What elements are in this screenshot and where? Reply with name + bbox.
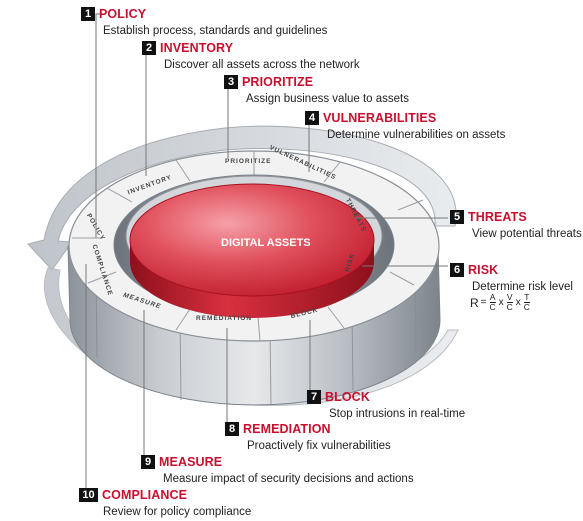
formula-times: x [498, 297, 504, 308]
step-description: Discover all assets across the network [164, 59, 360, 71]
step-number-badge: 6 [450, 262, 464, 277]
formula-times: x [515, 297, 521, 308]
step-risk: 6 RISK Determine risk level [450, 261, 573, 293]
step-description: View potential threats [472, 228, 582, 240]
step-description: Measure impact of security decisions and… [163, 473, 414, 485]
step-title: BLOCK [325, 389, 370, 404]
cycle-arrow-icon [27, 125, 457, 271]
step-title: VULNERABILITIES [323, 110, 437, 125]
step-compliance: 10 COMPLIANCE Review for policy complianc… [79, 486, 251, 518]
digital-assets-cylinder-top [129, 183, 375, 297]
step-threats: 5 THREATS View potential threats [450, 208, 582, 240]
formula-numerator: T [524, 292, 530, 302]
step-title: INVENTORY [160, 40, 234, 55]
step-title: THREATS [468, 209, 527, 224]
step-number-badge: 1 [81, 6, 95, 21]
step-vulnerabilities: 4 VULNERABILITIES Determine vulnerabiliti… [305, 109, 505, 141]
step-number-badge: 7 [307, 389, 321, 404]
formula-denominator: C [489, 302, 496, 312]
step-title: PRIORITIZE [242, 74, 314, 89]
center-label: DIGITAL ASSETS [221, 237, 311, 249]
step-description: Review for policy compliance [103, 506, 252, 518]
step-prioritize: 3 PRIORITIZE Assign business value to ass… [224, 73, 409, 105]
ring-label-remediation: REMEDIATION [196, 315, 252, 322]
step-number-badge: 10 [79, 487, 98, 502]
formula-denominator: C [523, 302, 530, 312]
formula-numerator: V [506, 292, 513, 302]
step-title: MEASURE [159, 454, 223, 469]
step-description: Stop intrusions in real-time [329, 408, 466, 420]
step-block: 7 BLOCK Stop intrusions in real-time [307, 388, 465, 420]
formula-denominator: C [506, 302, 513, 312]
step-title: COMPLIANCE [102, 487, 188, 502]
step-title: RISK [468, 262, 499, 277]
step-description: Determine vulnerabilities on assets [327, 129, 506, 141]
step-remediation: 8 REMEDIATION Proactively fix vulnerabili… [225, 420, 391, 452]
step-measure: 9 MEASURE Measure impact of security deci… [141, 453, 414, 485]
step-description: Establish process, standards and guideli… [103, 25, 328, 37]
step-title: REMEDIATION [243, 421, 331, 436]
step-number-badge: 5 [450, 209, 464, 224]
step-description: Assign business value to assets [246, 93, 410, 105]
step-number-badge: 8 [225, 421, 239, 436]
step-description: Proactively fix vulnerabilities [247, 440, 391, 452]
step-number-badge: 4 [305, 110, 319, 125]
leader-policy [95, 13, 104, 238]
step-number-badge: 9 [141, 454, 155, 469]
step-number-badge: 3 [224, 74, 238, 89]
step-inventory: 2 INVENTORY Discover all assets across th… [142, 39, 360, 71]
formula-lhs: R [470, 295, 479, 310]
formula-equals: = [480, 297, 487, 308]
step-number-badge: 2 [142, 40, 156, 55]
step-title: POLICY [99, 6, 147, 21]
step-description: Determine risk level [472, 281, 573, 293]
step-policy: 1 POLICY Establish process, standards and… [81, 5, 327, 37]
formula-numerator: A [489, 292, 496, 302]
ring-label-prioritize: PRIORITIZE [225, 158, 271, 165]
